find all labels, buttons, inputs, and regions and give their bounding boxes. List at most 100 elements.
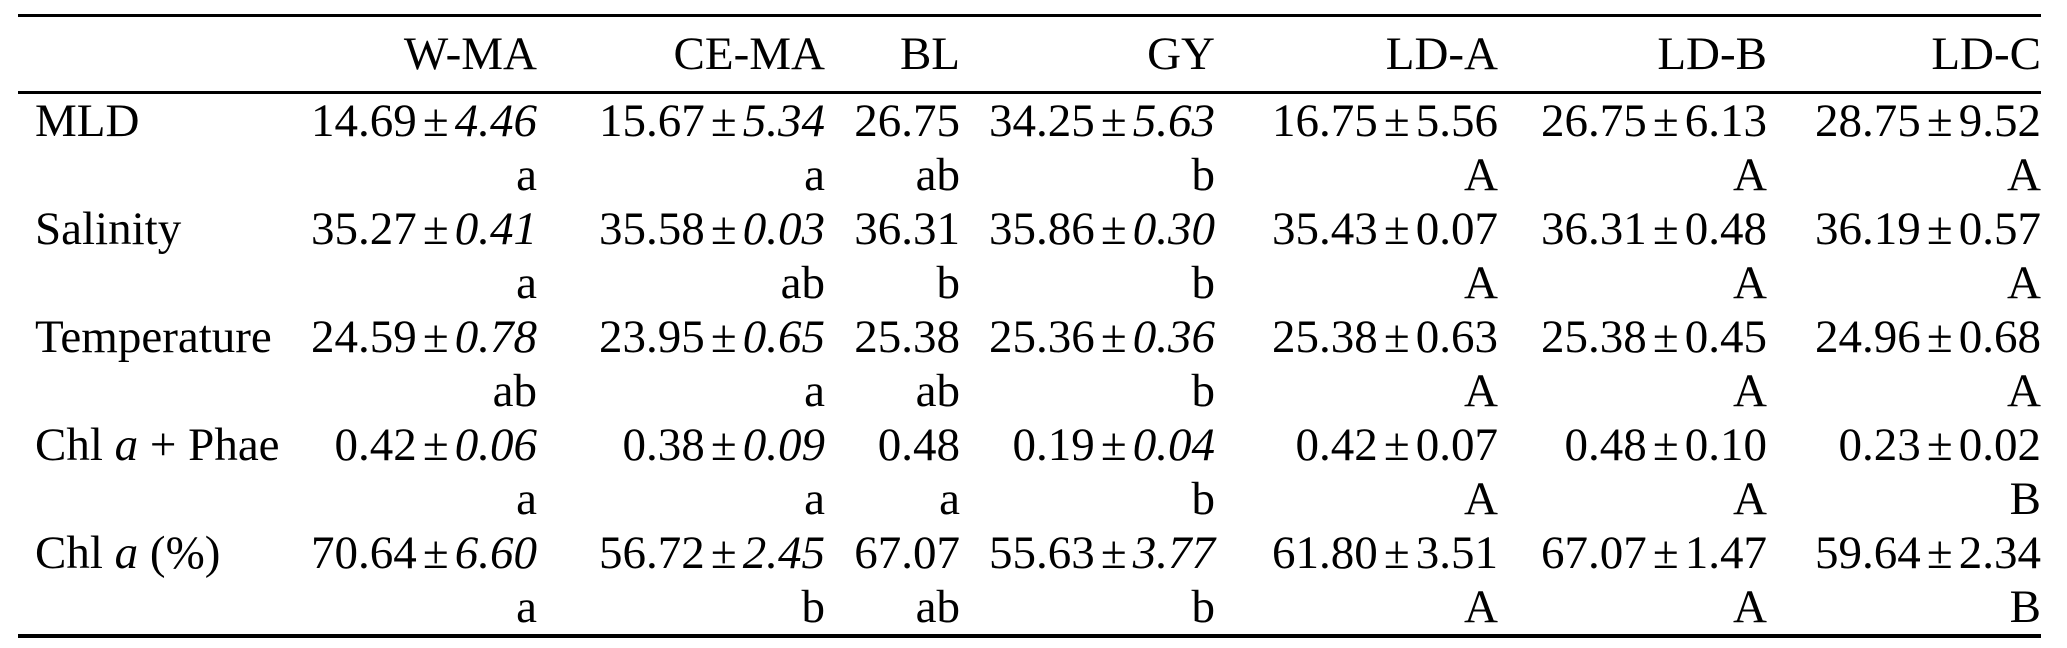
- mean-value: 56.72: [598, 527, 705, 579]
- sd-value: 0.10: [1684, 419, 1767, 471]
- value-cell: 56.72 ±2.45: [537, 526, 825, 580]
- sd-value: 0.68: [1958, 311, 2041, 363]
- mean-value: 26.75: [854, 95, 960, 147]
- significance-letter-cell: A: [1464, 149, 1498, 201]
- value-cell: 0.42 ±0.06: [250, 418, 537, 472]
- sd-value: 0.03: [742, 203, 825, 255]
- mean-value: 35.27: [310, 203, 417, 255]
- sd-value: 0.41: [454, 203, 537, 255]
- value-row: MLD 14.69 ±4.46 15.67 ±5.34 26.75 34.25 ±5.63 16…: [18, 93, 2041, 149]
- significance-letter-cell: a: [516, 257, 537, 309]
- plus-minus-sign: ±: [1926, 311, 1953, 363]
- plus-minus-sign: ±: [422, 311, 449, 363]
- significance-letter-cell: ab: [915, 581, 960, 633]
- row-label: MLD: [18, 93, 250, 149]
- significance-letter-cell: A: [1464, 257, 1498, 309]
- significance-letter-cell: A: [1733, 365, 1767, 417]
- significance-letter-cell: A: [1733, 473, 1767, 525]
- paper-table-page: W-MA CE-MA BL GY LD-A LD-B LD-C MLD 14.69…: [0, 14, 2067, 648]
- plus-minus-sign: ±: [1652, 527, 1679, 579]
- plus-minus-sign: ±: [1100, 419, 1127, 471]
- significance-letter-cell: A: [1464, 581, 1498, 633]
- sd-value: 2.45: [742, 527, 825, 579]
- value-row: Salinity 35.27 ±0.41 35.58 ±0.03 36.31 35.86 ±0…: [18, 202, 2041, 256]
- mean-value: 36.19: [1814, 203, 1921, 255]
- row-label-text: Chl: [35, 419, 115, 471]
- value-cell: 25.38: [825, 310, 960, 364]
- plus-minus-sign: ±: [1383, 203, 1410, 255]
- station-parameters-table: W-MA CE-MA BL GY LD-A LD-B LD-C MLD 14.69…: [18, 14, 2041, 638]
- plus-minus-sign: ±: [1926, 419, 1953, 471]
- plus-minus-sign: ±: [1652, 203, 1679, 255]
- value-cell: 0.23 ±0.02: [1767, 418, 2041, 472]
- header-bl: BL: [825, 15, 960, 94]
- plus-minus-sign: ±: [1383, 419, 1410, 471]
- plus-minus-sign: ±: [1383, 311, 1410, 363]
- empty-label-cell: [18, 472, 250, 526]
- plus-minus-sign: ±: [710, 419, 737, 471]
- sd-value: 5.56: [1415, 95, 1498, 147]
- sd-value: 0.30: [1132, 203, 1215, 255]
- value-cell: 35.27 ±0.41: [250, 202, 537, 256]
- row-label-italic: a: [114, 527, 139, 579]
- sd-value: 0.78: [454, 311, 537, 363]
- sd-value: 5.63: [1132, 95, 1215, 147]
- mean-value: 23.95: [598, 311, 705, 363]
- sd-value: 0.65: [742, 311, 825, 363]
- value-cell: 0.48: [825, 418, 960, 472]
- sd-value: 0.57: [1958, 203, 2041, 255]
- mean-value: 25.38: [1271, 311, 1378, 363]
- mean-value: 61.80: [1271, 527, 1378, 579]
- mean-value: 25.38: [1540, 311, 1647, 363]
- value-cell: 26.75: [825, 93, 960, 149]
- plus-minus-sign: ±: [1926, 527, 1953, 579]
- letter-row: a ab b b A A A: [18, 256, 2041, 310]
- plus-minus-sign: ±: [1926, 203, 1953, 255]
- plus-minus-sign: ±: [1383, 527, 1410, 579]
- sd-value: 0.07: [1415, 419, 1498, 471]
- value-cell: 35.43 ±0.07: [1215, 202, 1498, 256]
- value-cell: 61.80 ±3.51: [1215, 526, 1498, 580]
- significance-letter-cell: A: [2007, 365, 2041, 417]
- plus-minus-sign: ±: [422, 419, 449, 471]
- significance-letter-cell: ab: [492, 365, 537, 417]
- value-cell: 14.69 ±4.46: [250, 93, 537, 149]
- value-cell: 23.95 ±0.65: [537, 310, 825, 364]
- mean-value: 36.31: [1540, 203, 1647, 255]
- sd-value: 5.34: [742, 95, 825, 147]
- plus-minus-sign: ±: [1652, 311, 1679, 363]
- value-cell: 36.19 ±0.57: [1767, 202, 2041, 256]
- mean-value: 15.67: [598, 95, 705, 147]
- value-row: Temperature 24.59 ±0.78 23.95 ±0.65 25.38 25.3…: [18, 310, 2041, 364]
- value-cell: 0.48 ±0.10: [1498, 418, 1767, 472]
- letter-row: ab a ab b A A A: [18, 364, 2041, 418]
- plus-minus-sign: ±: [1100, 95, 1127, 147]
- sd-value: 6.60: [454, 527, 537, 579]
- mean-value: 24.59: [310, 311, 417, 363]
- plus-minus-sign: ±: [710, 95, 737, 147]
- value-cell: 24.96 ±0.68: [1767, 310, 2041, 364]
- significance-letter-cell: A: [1733, 149, 1767, 201]
- sd-value: 2.34: [1958, 527, 2041, 579]
- sd-value: 3.77: [1132, 527, 1215, 579]
- mean-value: 59.64: [1814, 527, 1921, 579]
- significance-letter-cell: ab: [915, 149, 960, 201]
- mean-value: 35.43: [1271, 203, 1378, 255]
- plus-minus-sign: ±: [1383, 95, 1410, 147]
- significance-letter-cell: a: [804, 473, 825, 525]
- significance-letter-cell: B: [2009, 473, 2041, 525]
- plus-minus-sign: ±: [1100, 203, 1127, 255]
- row-label-text: Temperature: [35, 311, 272, 363]
- plus-minus-sign: ±: [710, 527, 737, 579]
- plus-minus-sign: ±: [710, 203, 737, 255]
- significance-letter-cell: b: [936, 257, 961, 309]
- value-cell: 15.67 ±5.34: [537, 93, 825, 149]
- sd-value: 0.45: [1684, 311, 1767, 363]
- value-cell: 55.63 ±3.77: [960, 526, 1215, 580]
- mean-value: 24.96: [1814, 311, 1921, 363]
- mean-value: 0.23: [1838, 419, 1921, 471]
- plus-minus-sign: ±: [422, 527, 449, 579]
- value-cell: 67.07 ±1.47: [1498, 526, 1767, 580]
- mean-value: 16.75: [1271, 95, 1378, 147]
